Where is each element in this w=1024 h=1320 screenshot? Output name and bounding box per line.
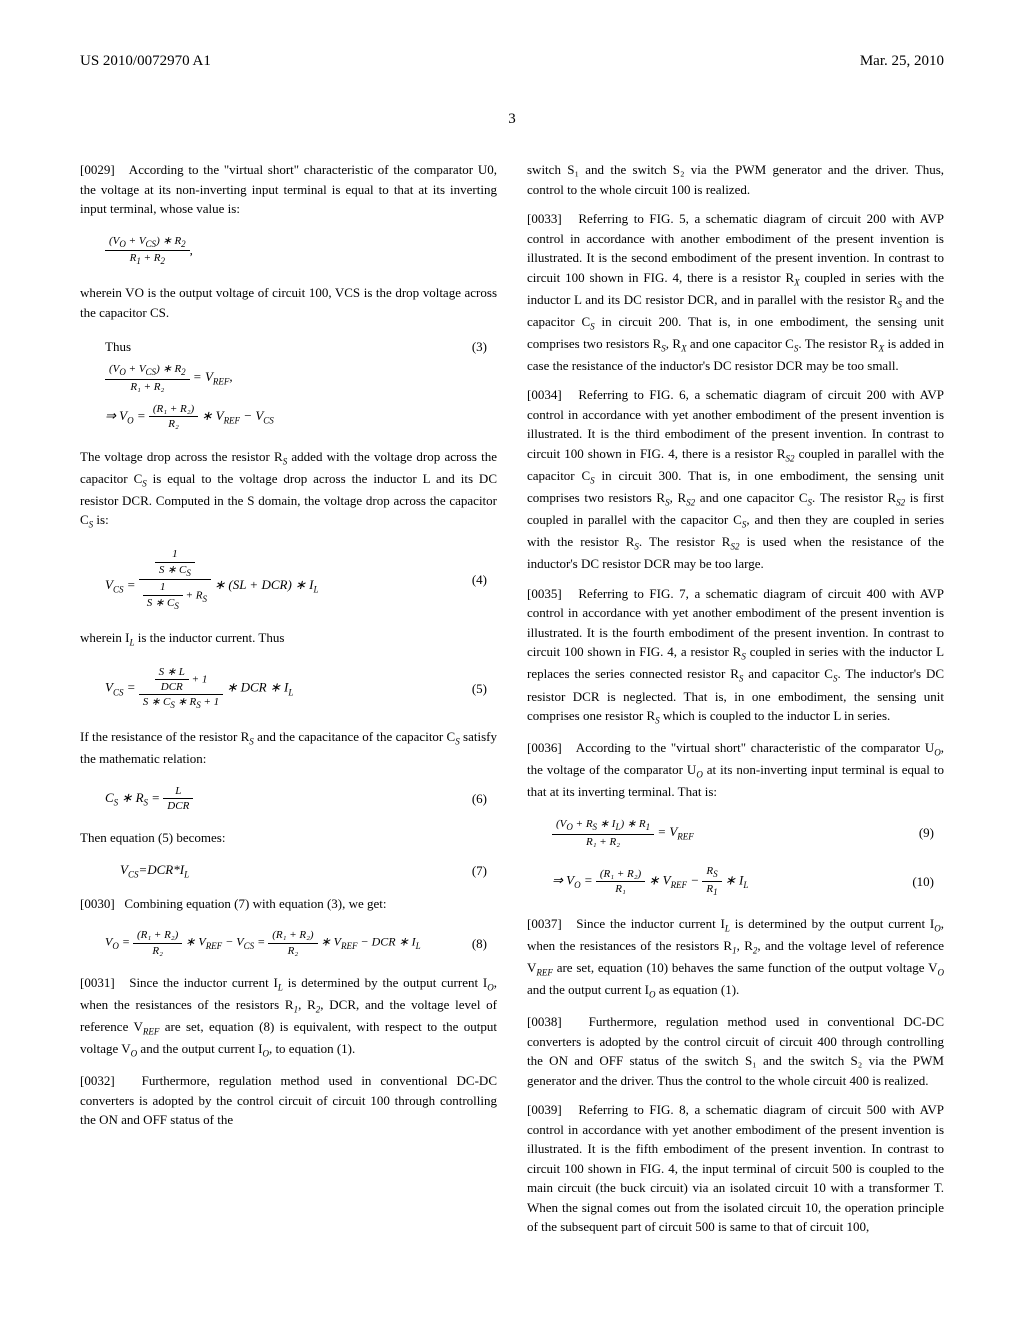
para-38: [0038] Furthermore, regulation method us…: [527, 1012, 944, 1090]
pub-date: Mar. 25, 2010: [860, 50, 944, 73]
para-33: [0033] Referring to FIG. 5, a schematic …: [527, 209, 944, 375]
equation-9: (VO + RS ∗ IL) ∗ R1 R₁ + R₂ = VREF (9): [552, 817, 944, 849]
right-column: switch S₁ and the switch S₂ via the PWM …: [527, 160, 944, 1247]
equation-4: VCS = 1 S ∗ CS 1 S ∗ CS: [105, 547, 497, 612]
page-number: 3: [80, 108, 944, 131]
equation-10: ⇒ VO = (R₁ + R₂)R₁ ∗ VREF − RSR1 ∗ IL (1…: [552, 864, 944, 899]
equation-6: CS ∗ RS = L DCR (6): [105, 784, 497, 814]
para-wherein-il: wherein IL is the inductor current. Thus: [80, 628, 497, 650]
equation-7: VCS=DCR*IL (7): [120, 860, 497, 882]
equation-2: (VO + VCS) ∗ R2 R1 + R2 ,: [105, 234, 497, 269]
para-31: [0031] Since the inductor current IL is …: [80, 973, 497, 1061]
para-34: [0034] Referring to FIG. 6, a schematic …: [527, 385, 944, 573]
para-30: [0030] Combining equation (7) with equat…: [80, 894, 497, 914]
para-then5: Then equation (5) becomes:: [80, 828, 497, 848]
para-29: [0029] According to the "virtual short" …: [80, 160, 497, 219]
para-relation: If the resistance of the resistor RS and…: [80, 727, 497, 769]
content-columns: [0029] According to the "virtual short" …: [80, 160, 944, 1247]
para-29-wherein: wherein VO is the output voltage of circ…: [80, 283, 497, 322]
equation-5: VCS = S ∗ L DCR + 1 S ∗ CS ∗ RS + 1 ∗ DC…: [105, 665, 497, 712]
para-32-cont: switch S₁ and the switch S₂ via the PWM …: [527, 160, 944, 199]
page-header: US 2010/0072970 A1 Mar. 25, 2010: [80, 50, 944, 73]
left-column: [0029] According to the "virtual short" …: [80, 160, 497, 1247]
equation-3: Thus (3) (VO + VCS) ∗ R2 R₁ + R₂ = VREF,…: [105, 337, 497, 431]
equation-8: VO = (R₁ + R₂)R₂ ∗ VREF − VCS = (R₁ + R₂…: [105, 928, 497, 958]
para-36: [0036] According to the "virtual short" …: [527, 738, 944, 802]
pub-number: US 2010/0072970 A1: [80, 50, 211, 73]
para-39: [0039] Referring to FIG. 8, a schematic …: [527, 1100, 944, 1237]
para-35: [0035] Referring to FIG. 7, a schematic …: [527, 584, 944, 728]
para-32: [0032] Furthermore, regulation method us…: [80, 1071, 497, 1130]
para-voltage-drop: The voltage drop across the resistor RS …: [80, 447, 497, 533]
para-37: [0037] Since the inductor current IL is …: [527, 914, 944, 1002]
